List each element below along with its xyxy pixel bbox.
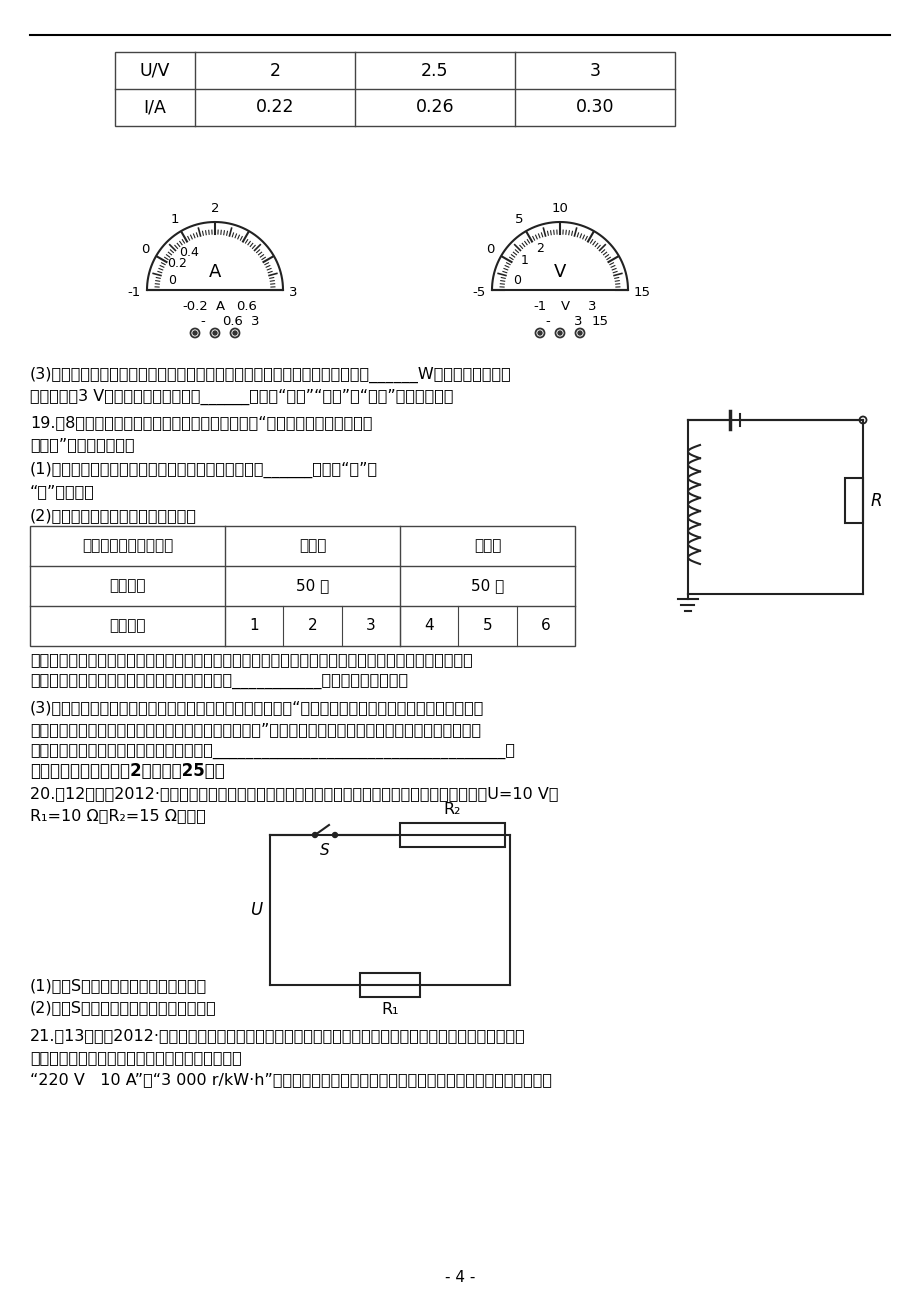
Text: 1: 1 [520, 254, 528, 267]
Text: 五、计算题（本大题共2小题，內25分）: 五、计算题（本大题共2小题，內25分） [30, 762, 224, 780]
Text: (1)开关S闭合时，电路的功率为多少？: (1)开关S闭合时，电路的功率为多少？ [30, 978, 207, 993]
Text: 1: 1 [170, 214, 178, 227]
Text: - 4 -: - 4 - [444, 1271, 475, 1285]
Text: I/A: I/A [143, 99, 166, 116]
Text: -0.2: -0.2 [182, 299, 208, 312]
Text: 0.2: 0.2 [167, 256, 187, 270]
Text: 4: 4 [424, 618, 434, 634]
Text: “右”）移动。: “右”）移动。 [30, 484, 95, 499]
Text: 0: 0 [141, 243, 149, 256]
Text: V: V [553, 263, 565, 281]
Text: (3)假如不重新实验，请你利用小红已获取的信息，计算出该灯泡的额定功率是______W。若小灯泡两端的: (3)假如不重新实验，请你利用小红已获取的信息，计算出该灯泡的额定功率是____… [30, 367, 511, 383]
Bar [359, 973, 420, 997]
Text: (2)开关S断开时，电路中的电流为多大？: (2)开关S断开时，电路中的电流为多大？ [30, 1000, 217, 1016]
Bar [115, 52, 675, 126]
Circle shape [577, 331, 582, 335]
Text: 3: 3 [251, 315, 259, 328]
Text: (1)要增大通电螺线管的电流，滑动变阻器的滑片应向______（选填“左”或: (1)要增大通电螺线管的电流，滑动变阻器的滑片应向______（选填“左”或 [30, 462, 378, 478]
Circle shape [332, 832, 337, 837]
Text: 2: 2 [210, 203, 219, 216]
Text: 本题电路，写出你验证猜想的简要操作方案____________________________________。: 本题电路，写出你验证猜想的简要操作方案_____________________… [30, 743, 515, 759]
Text: 0.6: 0.6 [222, 315, 244, 328]
Text: 50 匹: 50 匹 [296, 578, 329, 594]
Text: -5: -5 [472, 285, 485, 298]
Text: 先观察了家中的电能表，看到电能表的铭牌上标有: 先观察了家中的电能表，看到电能表的铭牌上标有 [30, 1049, 242, 1065]
Circle shape [213, 331, 217, 335]
Text: 实验次数: 实验次数 [109, 618, 145, 634]
Circle shape [538, 331, 541, 335]
Text: -1: -1 [533, 299, 546, 312]
Text: 线圈匹数: 线圈匹数 [109, 578, 145, 594]
Bar [400, 823, 505, 848]
Text: U/V: U/V [140, 61, 170, 79]
Text: 的磁性强弱是否还与线圈内的鐵芯大小（粗细）有关？”现有大小不同的两根鐵芯，请根据你的猜想并利用: 的磁性强弱是否还与线圈内的鐵芯大小（粗细）有关？”现有大小不同的两根鐵芯，请根据… [30, 723, 481, 737]
Text: 0: 0 [168, 273, 176, 286]
Text: 2: 2 [269, 61, 280, 79]
Text: -1: -1 [128, 285, 141, 298]
Text: (2)如表是该组同学所做实验的记录：: (2)如表是该组同学所做实验的记录： [30, 508, 197, 523]
Text: U: U [250, 901, 262, 919]
Text: 2: 2 [307, 618, 317, 634]
Text: 19.（8分）如图所示是某学习小组同学设计的研究“影响通电螺线管磁性强弱: 19.（8分）如图所示是某学习小组同学设计的研究“影响通电螺线管磁性强弱 [30, 415, 372, 430]
Text: 5: 5 [482, 618, 492, 634]
Text: -: - [545, 315, 550, 328]
Circle shape [193, 331, 197, 335]
Text: 3: 3 [366, 618, 375, 634]
Text: 3: 3 [589, 61, 600, 79]
Text: 3: 3 [289, 285, 297, 298]
Text: 0.6: 0.6 [236, 299, 257, 312]
Text: (3)在与同学们交流讨论时，另一组的同学提出一个新问题：“当线圈中的电流和匹数一定时，通电螺线管: (3)在与同学们交流讨论时，另一组的同学提出一个新问题：“当线圈中的电流和匹数一… [30, 700, 483, 715]
Text: R: R [870, 491, 881, 509]
Text: 3: 3 [587, 299, 596, 312]
Text: 3: 3 [573, 315, 582, 328]
Text: 有鐵芯: 有鐵芯 [473, 539, 501, 553]
Text: A: A [209, 263, 221, 281]
Text: R₂: R₂ [443, 802, 460, 816]
Text: -: - [200, 315, 205, 328]
Text: S: S [320, 842, 329, 858]
Text: 2.5: 2.5 [421, 61, 448, 79]
Text: 同学们发现无鐵芯组实验中没有吸引起大头针，那么通电螺线管到底有没有磁性呢？他们通过其他方法验: 同学们发现无鐵芯组实验中没有吸引起大头针，那么通电螺线管到底有没有磁性呢？他们通… [30, 652, 472, 667]
Text: 实际电压为3 V，则小灯泡的实际功率______（选填“大于”“等于”或“小于”）额定功率。: 实际电压为3 V，则小灯泡的实际功率______（选填“大于”“等于”或“小于”… [30, 389, 453, 405]
Text: 10: 10 [551, 203, 568, 216]
Text: 通电螺线管中有无鐵芯: 通电螺线管中有无鐵芯 [82, 539, 173, 553]
Circle shape [233, 331, 237, 335]
Text: “220 V   10 A”和“3 000 r/kW·h”字样。然后小峰关闭了家中其他用电器，只把电磁炉接入电路中，: “220 V 10 A”和“3 000 r/kW·h”字样。然后小峰关闭了家中其… [30, 1072, 551, 1087]
Text: R₁: R₁ [380, 1003, 398, 1017]
Text: 6: 6 [540, 618, 550, 634]
Text: V: V [560, 299, 569, 312]
Text: 50 匹: 50 匹 [471, 578, 504, 594]
Text: 0.4: 0.4 [178, 246, 199, 259]
Text: 无鐵芯: 无鐵芯 [299, 539, 326, 553]
Text: 0: 0 [513, 273, 521, 286]
Text: 15: 15 [591, 315, 607, 328]
Text: 20.（12分）（2012·成都中考）某校科技小组设计了一个简易的电热器，电路原理如图所示，其中U=10 V，: 20.（12分）（2012·成都中考）某校科技小组设计了一个简易的电热器，电路原… [30, 786, 558, 801]
Text: 的因素”的实验电路图。: 的因素”的实验电路图。 [30, 437, 134, 452]
Text: 5: 5 [515, 214, 523, 227]
Text: 21.（13分）（2012·淤博中考）电磁炉是一种高效、方便、卫生的新型灶具。为了研究电磁炉，小峰同学首: 21.（13分）（2012·淤博中考）电磁炉是一种高效、方便、卫生的新型灶具。为… [30, 1029, 525, 1043]
Text: A: A [215, 299, 224, 312]
Text: 0: 0 [485, 243, 494, 256]
Circle shape [558, 331, 562, 335]
Bar [844, 478, 862, 523]
Text: 0.26: 0.26 [415, 99, 454, 116]
Text: 1: 1 [249, 618, 258, 634]
Bar [30, 526, 574, 646]
Text: 0.22: 0.22 [255, 99, 294, 116]
Text: 证了几次都是有磁性的。他们采用的方法可能是___________。（写出一种即可）: 证了几次都是有磁性的。他们采用的方法可能是___________。（写出一种即可… [30, 674, 408, 689]
Text: 2: 2 [536, 242, 544, 255]
Text: R₁=10 Ω，R₂=15 Ω。求：: R₁=10 Ω，R₂=15 Ω。求： [30, 809, 206, 823]
Text: 0.30: 0.30 [575, 99, 614, 116]
Text: 15: 15 [633, 285, 651, 298]
Circle shape [312, 832, 317, 837]
